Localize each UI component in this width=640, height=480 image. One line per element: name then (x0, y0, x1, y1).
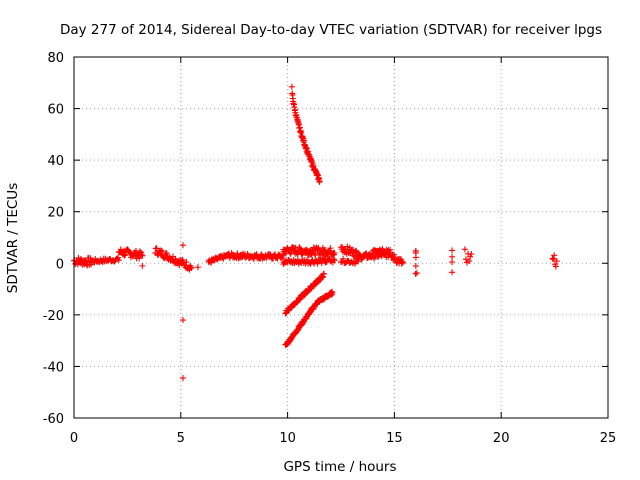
data-point (412, 270, 419, 277)
data-point (266, 251, 273, 258)
data-point (413, 270, 420, 277)
data-point (549, 255, 556, 262)
x-tick-label: 5 (177, 431, 185, 446)
data-point (449, 258, 456, 265)
data-point (449, 253, 456, 260)
y-tick-label: 40 (47, 154, 64, 169)
data-point (329, 290, 336, 297)
y-tick-label: -20 (43, 309, 64, 324)
data-point (468, 251, 475, 258)
data-point (139, 262, 146, 269)
data-point (331, 257, 338, 264)
data-point (187, 264, 194, 271)
data-point (179, 242, 186, 249)
data-point (412, 254, 419, 261)
data-point (550, 256, 557, 263)
data-point (194, 264, 201, 271)
data-point (136, 255, 143, 262)
data-point (379, 245, 386, 252)
data-point (340, 255, 347, 262)
chart-title: Day 277 of 2014, Sidereal Day-to-day VTE… (60, 22, 602, 38)
axis-ticks (73, 56, 609, 419)
x-tick-labels: 0 5 10 15 20 25 (70, 431, 616, 446)
data-point (449, 247, 456, 254)
data-point (552, 263, 559, 270)
data-point (117, 246, 124, 253)
data-point (288, 83, 295, 90)
data-point (461, 246, 468, 253)
data-point (331, 250, 338, 257)
data-point (390, 251, 397, 258)
data-point (387, 249, 394, 256)
data-point (179, 375, 186, 382)
y-tick-label: -40 (43, 360, 64, 375)
data-point (318, 260, 325, 267)
data-point (466, 257, 473, 264)
data-point (321, 246, 328, 253)
data-point (157, 247, 164, 254)
data-point (553, 258, 560, 265)
data-point (279, 255, 286, 262)
data-point (330, 256, 337, 263)
y-tick-label: -60 (43, 412, 64, 427)
y-tick-label: 20 (47, 206, 64, 221)
data-point (551, 252, 558, 259)
data-point (327, 245, 334, 252)
data-point (351, 252, 358, 259)
data-point (121, 252, 128, 259)
plot-frame (73, 56, 609, 419)
x-axis-label: GPS time / hours (283, 459, 396, 475)
data-point (399, 258, 406, 265)
data-point (179, 317, 186, 324)
y-axis-label: SDTVAR / TECUs (5, 183, 21, 293)
data-point (412, 262, 419, 269)
grid (74, 57, 608, 418)
x-tick-label: 0 (70, 431, 78, 446)
data-point (253, 251, 260, 258)
x-tick-label: 20 (493, 431, 510, 446)
x-tick-label: 10 (279, 431, 296, 446)
data-point (159, 248, 166, 255)
x-tick-label: 25 (600, 431, 617, 446)
data-point (467, 253, 474, 260)
data-point (83, 258, 90, 265)
y-tick-label: 80 (47, 51, 64, 66)
y-tick-labels: -60 -40 -20 0 20 40 60 80 (43, 51, 64, 427)
data-point (412, 247, 419, 254)
data-point (188, 265, 195, 272)
data-point (355, 258, 362, 265)
data-point (139, 252, 146, 259)
data-point (183, 259, 190, 266)
data-point (391, 255, 398, 262)
data-point (316, 179, 323, 186)
data-point (161, 254, 168, 261)
data-marks (71, 83, 560, 382)
x-tick-label: 15 (386, 431, 403, 446)
y-tick-label: 0 (56, 257, 64, 272)
data-point (449, 269, 456, 276)
y-tick-label: 60 (47, 103, 64, 118)
data-point (115, 257, 122, 264)
data-point (138, 251, 145, 258)
data-point (462, 256, 469, 263)
data-point (163, 250, 170, 257)
data-point (399, 259, 406, 266)
data-point (122, 251, 129, 258)
data-point (364, 255, 371, 262)
data-point (136, 248, 143, 255)
data-point (320, 270, 327, 277)
data-point (279, 252, 286, 259)
